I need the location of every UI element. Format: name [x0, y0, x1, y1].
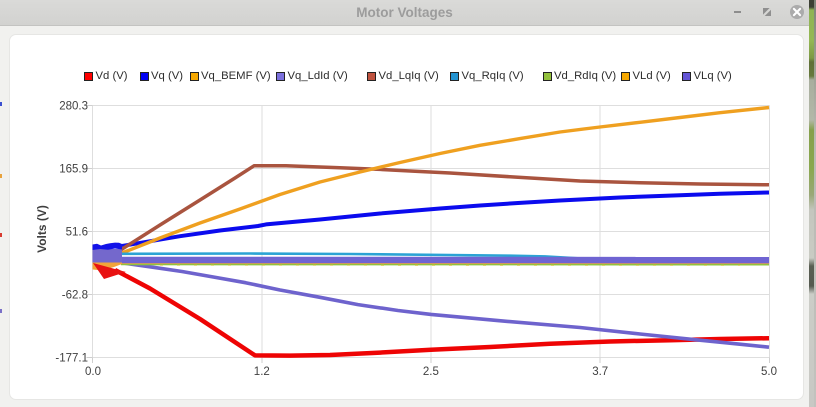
svg-text:51.6: 51.6	[66, 227, 88, 239]
svg-text:1.2: 1.2	[254, 366, 270, 378]
svg-text:-62.8: -62.8	[62, 290, 88, 302]
svg-text:3.7: 3.7	[592, 366, 608, 378]
svg-text:165.9: 165.9	[59, 164, 88, 176]
svg-text:280.3: 280.3	[59, 101, 88, 113]
svg-text:0.0: 0.0	[85, 366, 101, 378]
svg-text:-177.1: -177.1	[55, 353, 88, 365]
svg-text:5.0: 5.0	[761, 366, 777, 378]
svg-text:Volts (V): Volts (V)	[35, 205, 49, 253]
svg-text:2.5: 2.5	[423, 366, 439, 378]
